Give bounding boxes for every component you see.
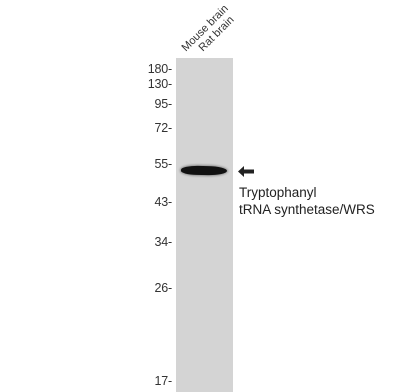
marker-95: 95- — [154, 97, 173, 111]
marker-26: 26- — [154, 281, 173, 295]
arrow-left-icon — [238, 166, 254, 177]
protein-band — [180, 165, 228, 176]
marker-180: 180- — [147, 62, 172, 76]
marker-17: 17- — [154, 374, 173, 388]
gel-lane — [176, 58, 233, 392]
target-label-line-2: tRNA synthetase/WRS — [239, 202, 375, 217]
marker-72: 72- — [154, 121, 173, 135]
marker-55: 55- — [154, 157, 173, 171]
marker-43: 43- — [154, 195, 173, 209]
target-label-line-1: Tryptophanyl — [239, 185, 317, 200]
marker-34: 34- — [154, 235, 173, 249]
marker-130: 130- — [147, 77, 172, 91]
